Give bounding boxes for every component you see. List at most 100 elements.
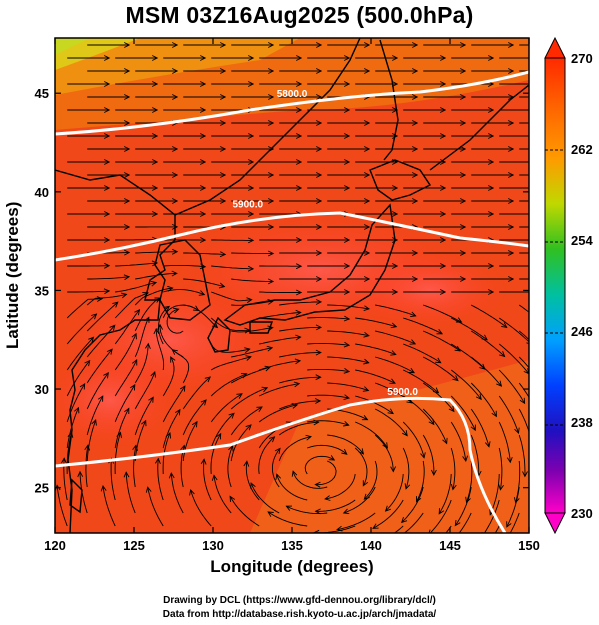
streamline-arrowhead <box>459 146 467 152</box>
streamline-arrowhead <box>103 371 109 379</box>
streamline-arrowhead <box>391 185 399 191</box>
streamline-arrowhead <box>157 323 163 330</box>
streamline <box>355 317 397 328</box>
streamline-arrowhead <box>123 42 131 48</box>
streamline-arrowhead <box>363 120 371 126</box>
streamline-arrowhead <box>247 133 255 139</box>
streamline-arrowhead <box>315 172 323 178</box>
streamline-arrowhead <box>236 393 243 399</box>
streamline-arrowhead <box>171 270 178 277</box>
streamline <box>327 434 364 455</box>
streamline-arrowhead <box>487 211 495 217</box>
streamline <box>375 304 416 317</box>
streamline-arrowhead <box>295 133 303 139</box>
streamline-arrowhead <box>487 185 495 191</box>
streamline-arrowhead <box>343 420 350 427</box>
streamline-arrowhead <box>363 68 371 74</box>
streamline-arrowhead <box>362 386 370 392</box>
y-tick-label: 35 <box>35 283 49 298</box>
streamline <box>230 366 271 384</box>
streamline-arrowhead <box>150 370 156 378</box>
streamline-arrowhead <box>261 386 269 393</box>
streamline <box>403 369 439 394</box>
coastline-honshu <box>223 203 396 326</box>
streamline <box>125 472 136 514</box>
streamline-arrowhead <box>123 274 131 281</box>
streamline-arrowhead <box>199 133 207 139</box>
streamline <box>114 359 138 397</box>
streamline <box>182 399 207 436</box>
streamline <box>114 309 140 345</box>
streamline <box>470 408 490 447</box>
streamline-arrowhead <box>363 331 370 338</box>
streamline <box>134 420 147 462</box>
streamline-arrowhead <box>411 146 419 152</box>
streamline-arrowhead <box>439 107 447 113</box>
streamline <box>279 326 321 332</box>
streamline <box>162 356 175 397</box>
y-tick-label: 40 <box>35 185 49 200</box>
streamline-arrowhead <box>123 68 131 74</box>
streamline-arrowhead <box>171 349 178 355</box>
x-tick-label: 120 <box>44 538 66 553</box>
streamline-arrowhead <box>109 324 116 331</box>
streamline-arrowhead <box>435 357 442 364</box>
streamline-arrowhead <box>343 159 351 165</box>
streamline-arrowhead <box>151 185 159 191</box>
colorbar-label: 270 <box>571 51 593 66</box>
streamline-arrowhead <box>487 107 495 113</box>
streamline-arrowhead <box>123 224 131 230</box>
coastline-mainland <box>55 169 176 533</box>
streamline <box>374 434 394 472</box>
streamline-arrowhead <box>267 298 274 305</box>
y-tick-label: 45 <box>35 86 49 101</box>
coastline-taiwan <box>69 478 83 514</box>
streamline-arrowhead <box>313 419 320 426</box>
streamline-arrowhead <box>171 172 179 178</box>
coastline-sakhalin <box>379 39 399 161</box>
streamline-arrowhead <box>245 355 252 361</box>
streamline-arrowhead <box>215 432 222 440</box>
streamline <box>210 393 243 423</box>
streamline <box>278 421 319 436</box>
streamline-arrowhead <box>247 81 255 87</box>
x-axis-label: Longitude (degrees) <box>210 557 374 576</box>
streamline <box>227 445 234 488</box>
streamline-arrowhead <box>343 341 351 348</box>
streamline-arrowhead <box>77 470 84 478</box>
credit-drawing: Drawing by DCL (https://www.gfd-dennou.o… <box>163 595 436 606</box>
streamline <box>86 395 104 436</box>
streamline-arrowhead <box>459 94 467 100</box>
streamline-arrowhead <box>103 211 111 217</box>
streamline-arrowhead <box>536 238 541 243</box>
y-tick-label: 30 <box>35 382 49 397</box>
contour-label: 5900.0 <box>232 200 263 211</box>
streamline-arrowhead <box>507 42 515 48</box>
streamline-arrowhead <box>362 480 369 487</box>
streamline-arrowhead <box>462 455 469 462</box>
streamline-arrowhead <box>454 519 461 527</box>
streamline-arrowhead <box>145 342 151 349</box>
streamline-arrowhead <box>507 224 515 230</box>
streamline <box>327 304 370 310</box>
streamline-arrowhead <box>171 94 179 100</box>
streamline-arrowhead <box>295 309 302 316</box>
streamline <box>210 433 222 475</box>
streamline-arrowhead <box>123 120 131 126</box>
streamline-arrowhead <box>151 133 159 139</box>
streamline <box>286 505 328 514</box>
streamline <box>66 336 94 371</box>
streamline-arrowhead <box>103 107 111 113</box>
streamline-arrowhead <box>315 250 323 256</box>
streamline <box>375 356 415 373</box>
streamline <box>114 333 137 371</box>
streamline <box>157 458 164 501</box>
streamline <box>267 511 308 527</box>
streamline-arrowhead <box>247 211 255 217</box>
streamline <box>86 325 116 358</box>
streamline-arrowhead <box>487 55 495 61</box>
streamline-arrowhead <box>153 327 160 335</box>
streamline-arrowhead <box>361 415 369 421</box>
streamline-arrowhead <box>439 133 447 139</box>
streamline <box>355 395 394 414</box>
